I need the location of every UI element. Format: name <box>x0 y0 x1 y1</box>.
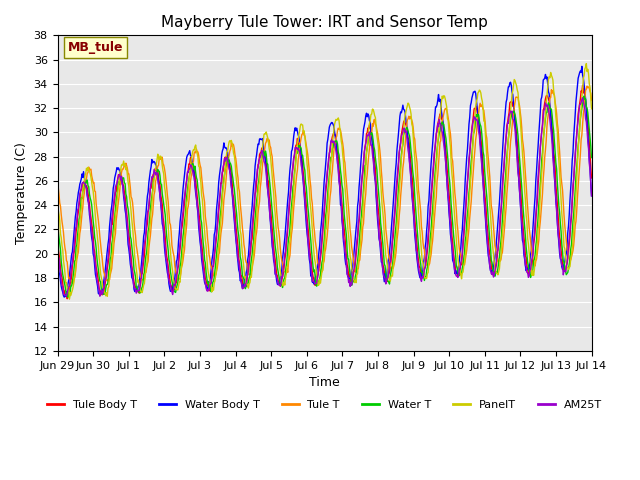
Water T <box>202 260 209 266</box>
Tule Body T <box>119 181 127 187</box>
AM25T <box>406 160 413 166</box>
PanelT <box>65 296 73 302</box>
Line: Water Body T: Water Body T <box>58 66 591 297</box>
Tule T <box>406 116 413 122</box>
Legend: Tule Body T, Water Body T, Tule T, Water T, PanelT, AM25T: Tule Body T, Water Body T, Tule T, Water… <box>43 396 606 415</box>
Y-axis label: Temperature (C): Temperature (C) <box>15 142 28 244</box>
Water T <box>54 224 61 229</box>
Tule Body T <box>579 83 586 88</box>
PanelT <box>202 237 209 243</box>
Line: PanelT: PanelT <box>58 63 591 299</box>
Tule T <box>390 262 398 268</box>
X-axis label: Time: Time <box>309 376 340 389</box>
Line: Water T: Water T <box>58 96 591 298</box>
AM25T <box>119 183 127 189</box>
Tule T <box>202 213 209 219</box>
Tule T <box>69 281 77 287</box>
Tule Body T <box>54 238 61 244</box>
AM25T <box>54 247 61 253</box>
PanelT <box>63 285 71 291</box>
Water Body T <box>588 193 595 199</box>
Tule Body T <box>64 294 72 300</box>
Water Body T <box>578 63 586 69</box>
Tule T <box>583 84 591 89</box>
Water T <box>390 247 398 252</box>
Water Body T <box>54 253 61 259</box>
Tule Body T <box>202 276 209 282</box>
AM25T <box>202 281 209 287</box>
Water T <box>119 175 127 180</box>
Line: Tule Body T: Tule Body T <box>58 85 591 299</box>
Line: Tule T: Tule T <box>58 86 591 284</box>
AM25T <box>96 293 104 299</box>
Water T <box>173 282 181 288</box>
PanelT <box>390 258 398 264</box>
Tule T <box>63 259 71 264</box>
Tule T <box>173 271 181 277</box>
Water T <box>63 292 71 298</box>
PanelT <box>406 104 413 110</box>
Title: Mayberry Tule Tower: IRT and Sensor Temp: Mayberry Tule Tower: IRT and Sensor Temp <box>161 15 488 30</box>
Water T <box>406 133 413 139</box>
PanelT <box>582 60 590 66</box>
Tule T <box>54 181 61 187</box>
PanelT <box>119 162 127 168</box>
AM25T <box>390 216 398 222</box>
Tule Body T <box>406 143 413 149</box>
Water Body T <box>60 294 68 300</box>
Water T <box>588 155 595 160</box>
Water T <box>65 295 73 300</box>
AM25T <box>588 193 595 199</box>
Tule Body T <box>588 175 595 181</box>
Water Body T <box>64 281 72 287</box>
Water Body T <box>202 281 209 287</box>
PanelT <box>54 201 61 207</box>
AM25T <box>579 95 586 101</box>
Line: AM25T: AM25T <box>58 98 591 296</box>
AM25T <box>63 290 71 296</box>
Water Body T <box>390 190 398 196</box>
Text: MB_tule: MB_tule <box>68 41 124 54</box>
Tule T <box>588 97 595 103</box>
PanelT <box>173 287 181 293</box>
Tule T <box>119 167 127 172</box>
Water T <box>580 93 588 99</box>
Water Body T <box>119 183 127 189</box>
Tule Body T <box>63 296 71 301</box>
Tule Body T <box>173 272 181 277</box>
Tule Body T <box>390 221 398 227</box>
Water Body T <box>173 257 181 263</box>
PanelT <box>588 106 595 112</box>
AM25T <box>173 269 181 275</box>
Water Body T <box>406 159 413 165</box>
